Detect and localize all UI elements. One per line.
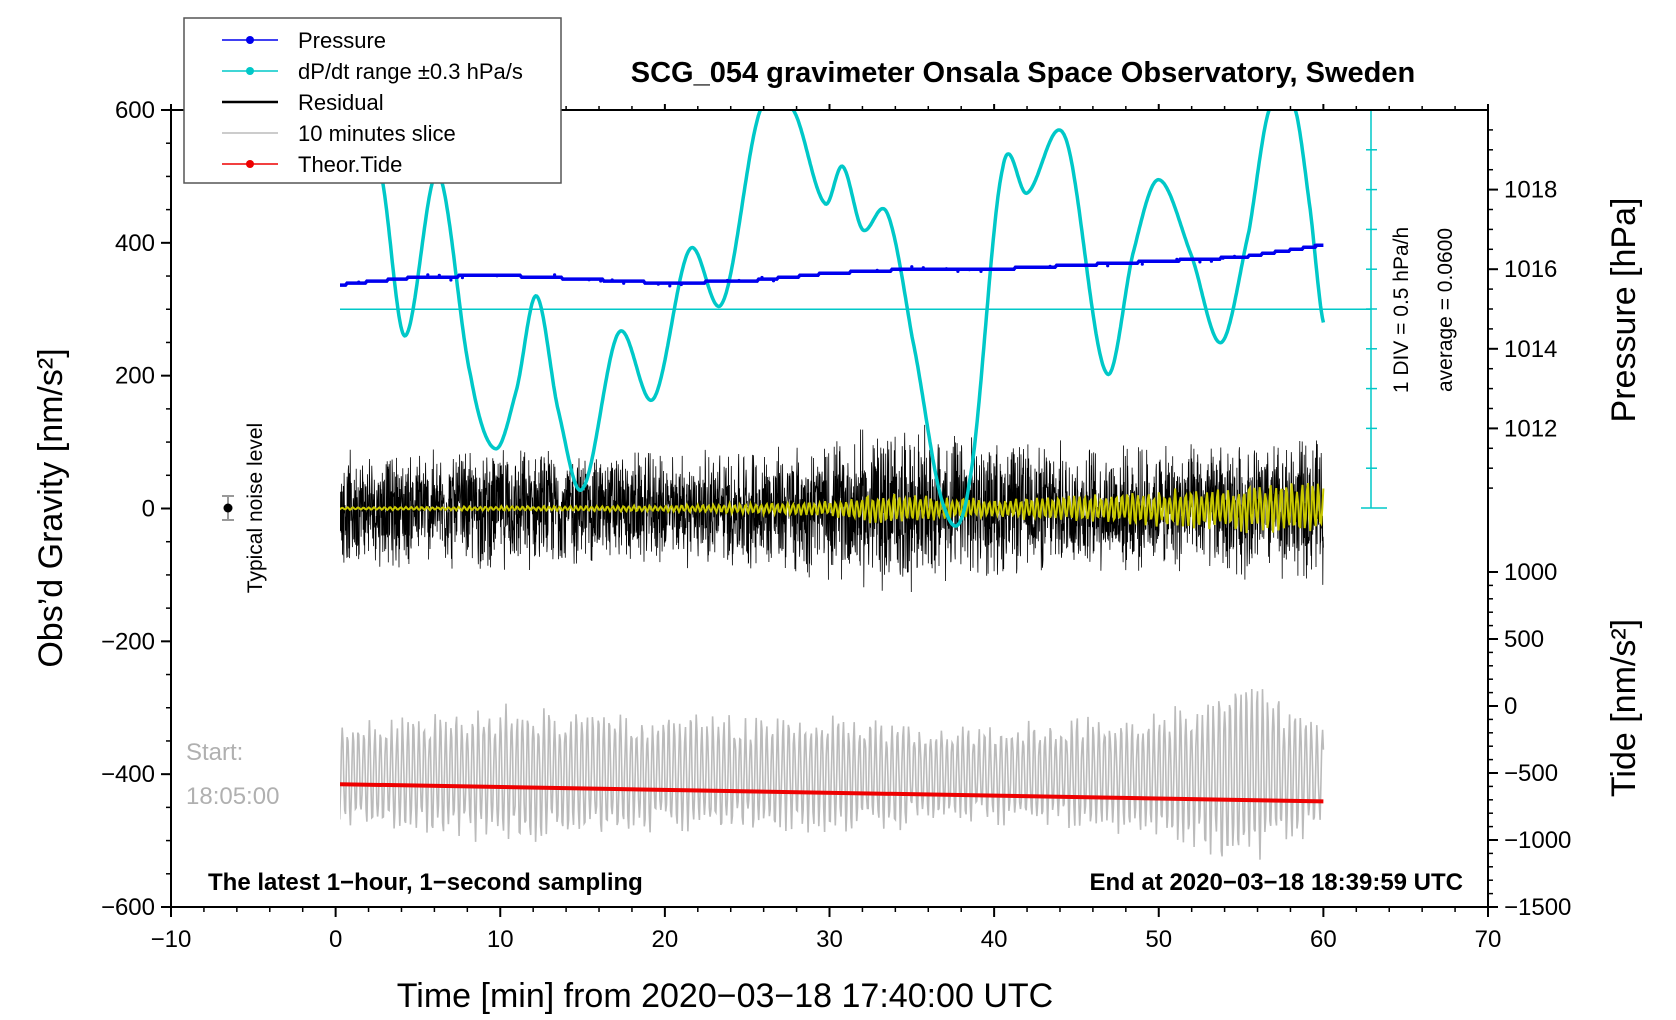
pressure-tick-label: 1012 bbox=[1504, 415, 1557, 442]
legend-label: Pressure bbox=[298, 28, 386, 53]
pressure-point bbox=[449, 278, 453, 282]
legend-marker bbox=[246, 36, 254, 44]
average-label: average = 0.0600 bbox=[1434, 228, 1457, 392]
series-10min-slice bbox=[340, 688, 1325, 860]
x-tick-label: 30 bbox=[816, 926, 843, 953]
x-tick-label: 0 bbox=[329, 926, 342, 953]
legend-label: Theor.Tide bbox=[298, 152, 402, 177]
x-tick-label: 70 bbox=[1475, 926, 1502, 953]
legend-box bbox=[183, 17, 562, 184]
pressure-point bbox=[1198, 260, 1202, 264]
pressure-tick-label: 1016 bbox=[1504, 256, 1557, 283]
x-tick-label: 40 bbox=[981, 926, 1008, 953]
y-axis-tide: 1000 500 0 −500 −1000 −1500 bbox=[1488, 559, 1571, 921]
x-tick-label: 60 bbox=[1310, 926, 1337, 953]
x-tick-label: 50 bbox=[1145, 926, 1172, 953]
legend-marker bbox=[246, 160, 254, 168]
tide-tick-label: 1000 bbox=[1504, 559, 1557, 586]
y-tick-label: 200 bbox=[115, 363, 155, 390]
y-tick-label: −400 bbox=[101, 761, 155, 788]
series-theor-tide bbox=[340, 782, 1324, 804]
y-tick-label: −600 bbox=[101, 894, 155, 921]
series-residual-lowpass bbox=[340, 482, 1325, 534]
x-tick-label: 20 bbox=[652, 926, 679, 953]
noise-point bbox=[223, 503, 233, 513]
x-tick-label: −10 bbox=[151, 926, 192, 953]
tide-tick-label: −500 bbox=[1504, 760, 1558, 787]
start-prefix: Start: bbox=[186, 739, 243, 766]
tide-tick-label: 0 bbox=[1504, 693, 1517, 720]
pressure-tick-label: 1018 bbox=[1504, 177, 1557, 204]
y-tick-label: −200 bbox=[101, 628, 155, 655]
legend-label: Residual bbox=[298, 90, 384, 115]
div-label: 1 DIV = 0.5 hPa/h bbox=[1390, 227, 1413, 393]
series-pressure bbox=[340, 243, 1324, 287]
y-axis-label-gravity: Obs’d Gravity [nm/s²] bbox=[32, 348, 70, 667]
tide-tick-label: −1000 bbox=[1504, 827, 1571, 854]
series-layer bbox=[334, 110, 1371, 860]
legend-label: dP/dt range ±0.3 hPa/s bbox=[298, 59, 523, 84]
pressure-point bbox=[1106, 264, 1110, 268]
y-axis-pressure: 1018 1016 1014 1012 bbox=[1488, 129, 1557, 489]
y-axis-label-tide: Tide [nm/s²] bbox=[1605, 619, 1643, 797]
y-axis-gravity: 600 400 200 0 −200 −400 −600 bbox=[101, 97, 171, 921]
tide-tick-label: 500 bbox=[1504, 626, 1544, 653]
noise-marker bbox=[222, 495, 234, 521]
legend-marker bbox=[246, 67, 254, 75]
legend-label: 10 minutes slice bbox=[298, 121, 456, 146]
tide-tick-label: −1500 bbox=[1504, 894, 1571, 921]
x-tick-label: 10 bbox=[487, 926, 514, 953]
footer-right: End at 2020−03−18 18:39:59 UTC bbox=[1089, 869, 1463, 896]
pressure-point bbox=[334, 285, 337, 288]
pressure-point bbox=[668, 284, 672, 288]
chart-title: SCG_054 gravimeter Onsala Space Observat… bbox=[631, 57, 1415, 89]
dpdt-scale-bar bbox=[1361, 109, 1387, 509]
y-axis-label-pressure: Pressure [hPa] bbox=[1605, 198, 1643, 423]
y-tick-label: 600 bbox=[115, 97, 155, 124]
y-tick-label: 0 bbox=[142, 496, 155, 523]
pressure-tick-label: 1014 bbox=[1504, 336, 1557, 363]
x-axis-label: Time [min] from 2020−03−18 17:40:00 UTC bbox=[397, 977, 1053, 1015]
noise-label: Typical noise level bbox=[244, 423, 267, 593]
footer-left: The latest 1−hour, 1−second sampling bbox=[208, 869, 643, 896]
y-tick-label: 400 bbox=[115, 230, 155, 257]
pressure-point bbox=[1140, 262, 1144, 266]
start-time: 18:05:00 bbox=[186, 783, 279, 810]
series-dpdt bbox=[378, 110, 1326, 528]
legend: Pressure dP/dt range ±0.3 hPa/s Residual 10… bbox=[183, 17, 562, 184]
